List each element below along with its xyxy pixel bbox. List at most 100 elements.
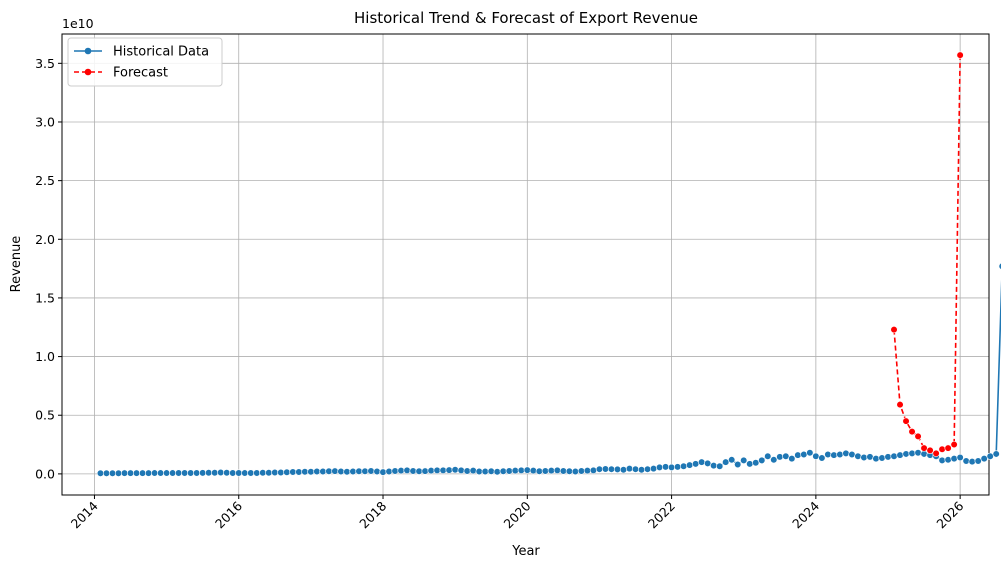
historical-point [355,467,363,475]
historical-point [686,461,694,469]
historical-point [247,469,255,477]
historical-point [625,465,634,473]
historical-point [902,450,910,458]
historical-point [523,466,531,474]
historical-point [120,469,129,477]
historical-point [818,454,826,462]
historical-point [181,469,189,477]
historical-point [265,469,273,477]
forecast-point [950,440,958,449]
plot-area-frame [61,33,990,496]
historical-point [481,467,489,476]
historical-point [776,453,784,461]
historical-point [108,469,117,477]
historical-point [601,465,610,473]
historical-point [716,462,724,470]
historical-point [295,468,303,476]
historical-point [890,452,898,460]
legend: Historical Data Forecast [67,37,223,87]
historical-point [854,452,862,460]
historical-point [824,450,832,459]
historical-point [637,466,646,474]
historical-point [331,467,339,475]
historical-point [661,463,670,471]
historical-point [770,456,778,464]
historical-point [487,467,495,475]
historical-point [138,469,147,477]
y-scale-label: 1e10 [62,16,94,31]
historical-point [211,469,219,477]
historical-point [704,459,712,467]
historical-point [499,467,507,475]
historical-point [788,455,796,463]
historical-point [205,469,213,477]
historical-point [349,467,357,476]
historical-point [944,456,952,464]
forecast-point [926,446,934,455]
historical-point [535,467,543,475]
historical-point [986,452,994,460]
historical-point [806,449,814,457]
historical-point [283,468,291,476]
historical-point [126,469,135,477]
historical-point [896,451,904,459]
historical-point [229,469,237,477]
historical-point [132,469,141,477]
forecast-point [908,428,916,436]
y-tick-label: 2.5 [35,173,55,188]
historical-point [992,450,1000,458]
forecast-point [890,326,898,334]
historical-point [680,462,688,470]
historical-point [409,467,417,475]
historical-point [337,467,345,476]
y-tick-label: 1.0 [35,349,55,364]
forecast-point [938,445,946,453]
historical-point [451,466,459,474]
historical-point [475,467,483,476]
historical-point [884,453,892,461]
historical-point [866,453,874,461]
historical-point [998,262,1001,270]
historical-point [547,467,555,475]
forecast-point [932,449,940,457]
historical-point [415,467,423,475]
series-layer [96,51,1001,477]
historical-point [673,463,682,471]
historical-point [698,458,706,466]
forecast-point [920,444,928,452]
historical-point [764,452,772,460]
historical-point [692,460,700,468]
y-axis: 0.0 0.5 1.0 1.5 2.0 2.5 3.0 3.5 [35,56,62,481]
legend-forecast-label: Forecast [113,66,168,81]
historical-point [421,467,429,475]
historical-point [439,466,447,474]
historical-point [752,459,760,467]
y-tick-label: 3.0 [35,114,55,129]
historical-point [667,463,676,472]
historical-point [541,467,549,475]
historical-point [968,457,976,466]
historical-point [649,465,658,473]
legend-forecast-marker [84,68,92,76]
historical-point [848,450,856,459]
historical-point [595,465,604,473]
forecast-point [944,444,952,452]
historical-point [950,455,958,463]
historical-point [728,456,736,464]
historical-point [800,450,808,459]
historical-point [343,468,351,476]
y-tick-label: 0.0 [35,466,55,481]
historical-point [199,469,207,477]
historical-point [433,466,441,474]
historical-point [722,458,730,466]
historical-point [872,455,880,463]
historical-point [403,466,411,474]
historical-point [619,466,628,474]
historical-point [643,465,652,473]
historical-point [974,457,982,465]
historical-point [740,456,748,465]
forecast-point [902,417,910,425]
historical-point [962,457,970,465]
historical-point [163,469,171,477]
historical-point [175,469,183,477]
